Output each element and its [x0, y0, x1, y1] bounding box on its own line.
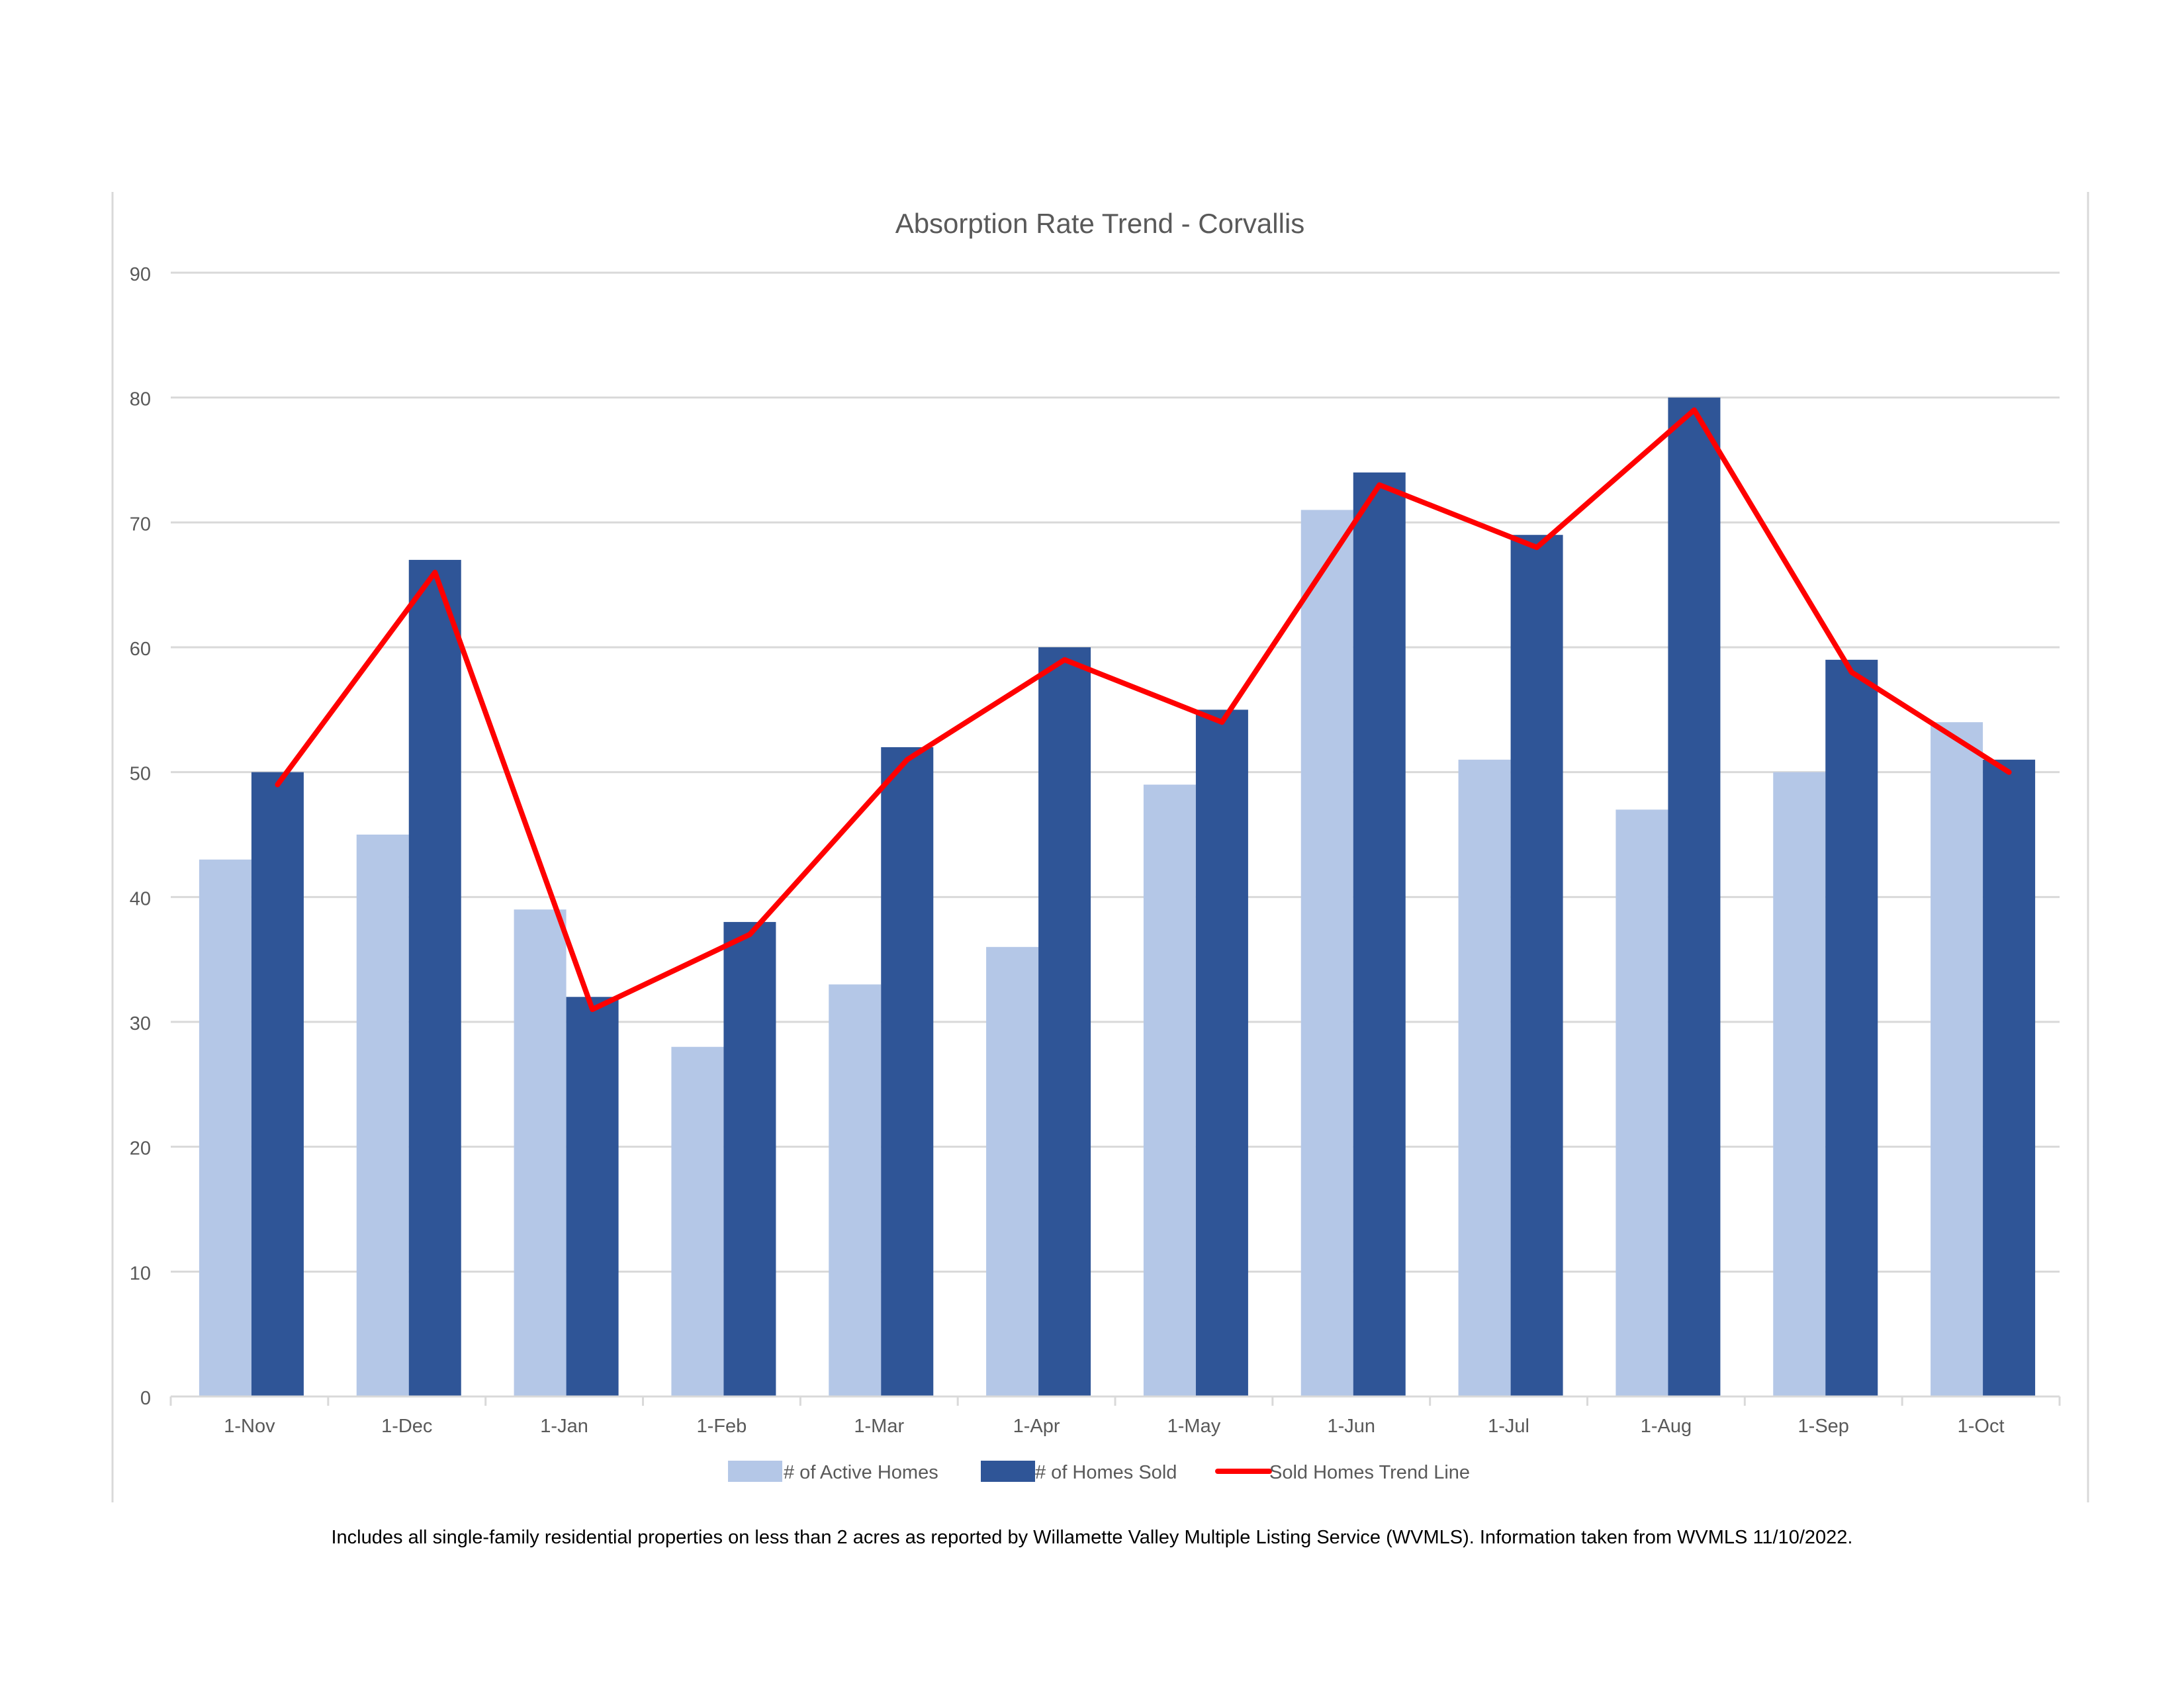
- bar-homes-sold: [1668, 397, 1721, 1396]
- y-tick-label: 80: [130, 389, 151, 410]
- x-tick-label: 1-Aug: [1641, 1416, 1692, 1437]
- bar-homes-sold: [1038, 647, 1091, 1396]
- y-tick-label: 70: [130, 514, 151, 535]
- y-axis-tick-labels: 0 10 20 30 40 50 60 70 80 90: [130, 264, 151, 1409]
- legend-swatch-homes-sold: [981, 1461, 1035, 1482]
- bar-active-homes: [356, 835, 409, 1396]
- legend-label-homes-sold: # of Homes Sold: [1035, 1462, 1177, 1483]
- bar-homes-sold: [408, 559, 461, 1396]
- x-tick-label: 1-Jul: [1488, 1416, 1529, 1437]
- bar-active-homes: [199, 859, 251, 1396]
- y-tick-label: 40: [130, 888, 151, 909]
- x-axis: [169, 1395, 2061, 1406]
- bar-homes-sold: [1353, 472, 1406, 1396]
- x-tick-label: 1-Feb: [697, 1416, 747, 1437]
- chart-title: Absorption Rate Trend - Corvallis: [895, 208, 1305, 239]
- legend-label-trend-line: Sold Homes Trend Line: [1269, 1462, 1470, 1483]
- trend-line: [275, 407, 2012, 1013]
- y-tick-label: 20: [130, 1138, 151, 1160]
- bar-active-homes: [829, 984, 882, 1396]
- bar-active-homes: [1773, 772, 1826, 1396]
- y-tick-label: 30: [130, 1013, 151, 1034]
- x-tick-label: 1-Apr: [1013, 1416, 1060, 1437]
- y-tick-label: 50: [130, 764, 151, 785]
- bar-homes-sold: [251, 772, 304, 1396]
- bar-homes-sold: [1195, 709, 1248, 1396]
- x-tick-label: 1-May: [1167, 1416, 1221, 1437]
- x-tick-label: 1-Jun: [1327, 1416, 1375, 1437]
- bar-active-homes: [1143, 784, 1196, 1396]
- footnote: Includes all single-family residential p…: [331, 1527, 1853, 1548]
- x-tick-label: 1-Nov: [224, 1416, 275, 1437]
- y-tick-label: 10: [130, 1263, 151, 1284]
- bar-homes-sold: [1825, 659, 1878, 1396]
- bar-active-homes: [514, 909, 567, 1396]
- bar-active-homes: [1458, 759, 1511, 1396]
- bars: [199, 397, 2036, 1397]
- legend-swatch-active-homes: [728, 1461, 782, 1482]
- x-axis-tick-labels: 1-Nov 1-Dec 1-Jan 1-Feb 1-Mar 1-Apr 1-May 1-Jun…: [224, 1416, 2004, 1437]
- bar-homes-sold: [881, 747, 934, 1396]
- bar-homes-sold: [566, 997, 619, 1396]
- bar-homes-sold: [1510, 535, 1563, 1397]
- x-tick-label: 1-Jan: [540, 1416, 588, 1437]
- trend-line-series: [275, 407, 2012, 1013]
- legend-label-active-homes: # of Active Homes: [784, 1462, 938, 1483]
- x-tick-label: 1-Dec: [381, 1416, 432, 1437]
- x-tick-label: 1-Oct: [1958, 1416, 2005, 1437]
- x-tick-label: 1-Sep: [1798, 1416, 1849, 1437]
- bar-active-homes: [1300, 510, 1353, 1396]
- bar-active-homes: [671, 1046, 724, 1396]
- bar-homes-sold: [723, 922, 776, 1396]
- legend: # of Active Homes # of Homes Sold Sold Hom…: [728, 1461, 1470, 1483]
- y-tick-label: 60: [130, 639, 151, 660]
- gridlines: [171, 271, 2060, 1273]
- bar-active-homes: [1615, 809, 1668, 1396]
- y-tick-label: 90: [130, 264, 151, 285]
- x-tick-label: 1-Mar: [854, 1416, 904, 1437]
- bar-homes-sold: [1983, 759, 2036, 1396]
- bar-active-homes: [986, 946, 1039, 1396]
- y-tick-label: 0: [140, 1388, 151, 1409]
- bar-active-homes: [1931, 722, 1983, 1396]
